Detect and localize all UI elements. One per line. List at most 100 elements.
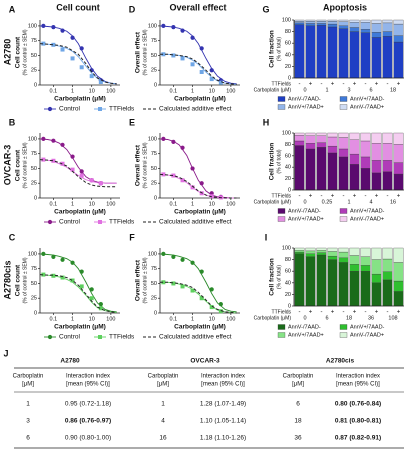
y-tick-label: 100: [148, 23, 157, 29]
y-tick-label: 75: [31, 266, 37, 272]
bar-segment: [338, 137, 349, 150]
row-label: A2780cis: [2, 260, 12, 299]
y-tick-label: 25: [151, 181, 157, 187]
bar-segment: [316, 250, 327, 253]
bar-segment: [382, 143, 393, 161]
y-axis-label: Cell fraction: [269, 143, 276, 181]
bar-segment: [382, 247, 393, 260]
table-cell: 1.10 (1.05-1.14): [200, 418, 246, 425]
point: [199, 269, 204, 274]
y-tick-label: 100: [282, 130, 291, 136]
legend-marker: [98, 107, 102, 111]
bar-segment: [349, 27, 360, 32]
bar-segment: [349, 31, 360, 79]
legend-label: AnnV+/7AAD-: [350, 208, 385, 214]
ttfields-label: +: [375, 82, 379, 88]
additive-curve: [39, 43, 117, 85]
y-tick-label: 75: [151, 151, 157, 157]
y-tick-label: 0: [34, 82, 37, 88]
point: [70, 167, 75, 172]
bar-segment: [294, 135, 305, 142]
legend-label: AnnV+/7AAD+: [288, 332, 324, 338]
table-col-header: [mean (95% CI)]: [336, 382, 380, 388]
legend-label: Control: [59, 219, 81, 226]
table-cell: 1.28 (1.07-1.49): [200, 401, 246, 408]
legend-swatch: [277, 324, 286, 330]
point: [180, 178, 185, 183]
x-tick-label: 100: [226, 316, 235, 322]
row-title: TTFields: [272, 81, 292, 87]
bar-segment: [349, 139, 360, 155]
dose-label: 108: [388, 315, 397, 321]
bar-segment: [371, 172, 382, 191]
x-tick-label: 10: [89, 201, 95, 207]
bar-segment: [305, 135, 316, 144]
point: [51, 254, 56, 259]
bar-segment: [294, 22, 305, 25]
point: [89, 296, 94, 301]
bar-segment: [316, 247, 327, 251]
table-cell: 4: [161, 418, 165, 425]
y-tick-label: 75: [151, 266, 157, 272]
point: [209, 305, 214, 310]
point: [161, 172, 166, 177]
bar-segment: [382, 171, 393, 191]
bar-segment: [349, 22, 360, 28]
y-tick-label: 50: [31, 53, 37, 59]
bar-segment: [371, 282, 382, 307]
bar-segment: [316, 132, 327, 136]
bar-segment: [316, 21, 327, 24]
legend-swatch: [277, 104, 286, 110]
bar-segment: [305, 148, 316, 191]
bar-segment: [338, 257, 349, 263]
bar-segment: [393, 162, 404, 175]
bar-segment: [393, 291, 404, 307]
y-tick-label: 0: [154, 195, 157, 201]
bar-segment: [371, 37, 382, 79]
x-tick-label: 10: [209, 88, 215, 94]
panel-letter: B: [9, 117, 16, 127]
panel-letter: I: [265, 232, 268, 242]
fit-curve: [39, 274, 117, 313]
point: [171, 53, 176, 58]
y-tick-label: 100: [28, 251, 37, 257]
y-axis-label: (% of control ± SEM): [22, 142, 28, 188]
bar-segment: [371, 259, 382, 275]
y-tick-label: 80: [285, 257, 291, 263]
y-axis-label: (% of control ± SEM): [22, 29, 28, 75]
bar-segment: [305, 132, 316, 136]
x-tick-label: 100: [106, 88, 115, 94]
point: [89, 287, 94, 292]
point: [190, 35, 195, 40]
point: [218, 302, 223, 307]
point: [60, 28, 65, 33]
point: [161, 251, 166, 257]
table-cell: 3: [26, 418, 30, 425]
x-axis-label: Carboplatin (μM): [174, 96, 226, 103]
y-axis-label: (% of total): [276, 37, 282, 62]
point: [190, 260, 195, 265]
y-tick-label: 25: [151, 296, 157, 302]
x-axis-label: Carboplatin (μM): [54, 209, 106, 216]
table-cell: 16: [159, 435, 167, 442]
y-tick-label: 0: [288, 303, 291, 309]
point: [51, 273, 56, 278]
y-tick-label: 100: [148, 136, 157, 142]
table-cell: 6: [26, 435, 30, 442]
table-col-header: Carboplatin: [283, 374, 314, 380]
point: [190, 185, 195, 190]
fit-curve: [160, 281, 237, 314]
legend-label: TTFields: [109, 219, 135, 226]
point: [60, 142, 65, 147]
row-title: TTFields: [272, 193, 292, 199]
x-tick-label: 100: [226, 201, 235, 207]
table-col-header: Interaction index: [66, 374, 110, 380]
point: [209, 77, 214, 82]
bar-segment: [305, 23, 316, 26]
y-tick-label: 0: [154, 310, 157, 316]
row-title: Carboplatin (μM): [254, 315, 292, 321]
bar-segment: [294, 21, 305, 24]
fit-curve: [159, 173, 237, 199]
bar-segment: [382, 258, 393, 272]
